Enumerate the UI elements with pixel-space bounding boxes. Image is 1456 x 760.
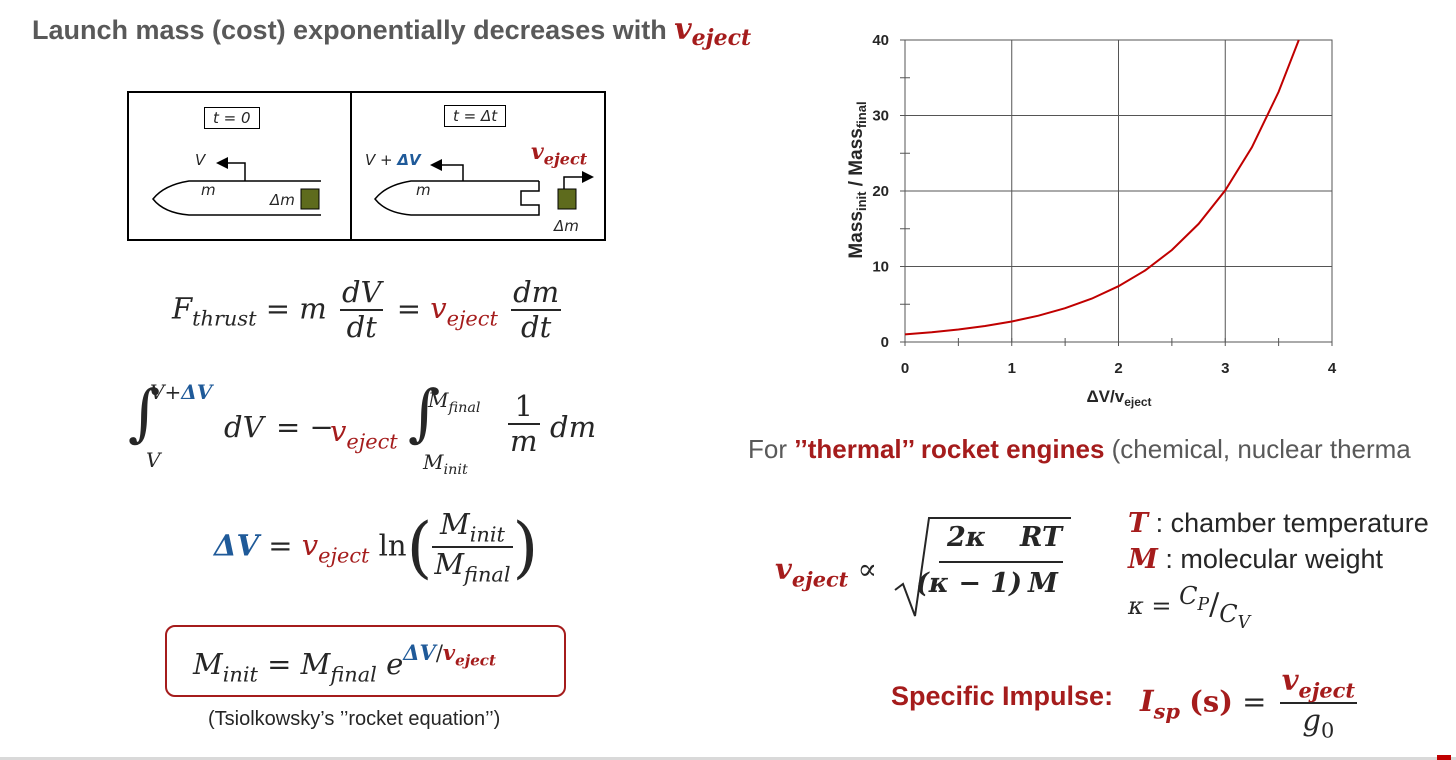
rocket-body-right	[374, 180, 540, 216]
x-tick-label: 0	[901, 360, 909, 377]
v-eject-proportional: veject ∝	[775, 552, 878, 592]
sqrt-numerator-a: 2κ	[947, 522, 987, 553]
sqrt-denominator-b: M	[1028, 568, 1058, 599]
mass-label-left: m	[201, 181, 216, 199]
kappa-definition: κ = CP/CV	[1128, 582, 1251, 634]
sqrt-denominator-a: (κ − 1)	[916, 568, 1022, 599]
velocity-label-right: V + ΔV	[365, 151, 421, 169]
time-label-t0: t = 0	[204, 107, 260, 129]
velocity-label-left: V	[195, 151, 206, 169]
delta-v-equation: ΔV = veject ln(Minit Mfinal)	[214, 507, 539, 587]
dm-label-right: Δm	[554, 217, 579, 235]
eject-label-diagram: veject	[531, 139, 588, 169]
rocket-drawings	[152, 157, 594, 216]
rocket-body-left	[152, 180, 321, 216]
bottom-rule	[0, 757, 1456, 760]
title-text: Launch mass (cost) exponentially decreas…	[32, 15, 667, 45]
rocket-equation: Minit = Mfinal eΔV/veject	[193, 640, 496, 687]
slide-title: Launch mass (cost) exponentially decreas…	[32, 12, 751, 51]
rocket-equation-caption: (Tsiolkowsky’s ’’rocket equation’’)	[208, 708, 501, 730]
time-label-tdt: t = Δt	[444, 105, 507, 127]
y-tick-label: 0	[881, 334, 889, 351]
chart-series	[904, 39, 1300, 336]
sqrt-symbol	[894, 517, 1071, 617]
x-tick-label: 1	[1008, 360, 1016, 377]
thrust-equation: Fthrust = m dV dt = veject dm dt	[172, 275, 562, 345]
mass-label-right: m	[416, 181, 431, 199]
panel-divider	[350, 93, 352, 239]
title-v-eject: veject	[674, 12, 752, 51]
velocity-arrow-left	[216, 157, 246, 181]
specific-impulse-formula: Isp (s) = veject g0	[1140, 663, 1358, 743]
dm-block-left	[300, 188, 320, 210]
rocket-diagram: t = 0 V m Δm t = Δt V + ΔV m Δm veject	[127, 91, 606, 241]
eject-arrow	[563, 171, 594, 189]
y-tick-label: 10	[872, 259, 889, 276]
chart-grid	[900, 39, 1333, 346]
y-tick-label: 40	[872, 32, 889, 49]
legend-temperature: T : chamber temperature	[1128, 508, 1429, 539]
dm-label-left: Δm	[270, 191, 295, 209]
y-tick-label: 20	[872, 183, 889, 200]
series-line	[904, 39, 1300, 336]
specific-impulse-label: Specific Impulse:	[891, 681, 1114, 711]
velocity-arrow-right	[430, 159, 464, 181]
x-tick-label: 3	[1221, 360, 1229, 377]
legend-molecular-weight: M : molecular weight	[1128, 544, 1383, 575]
x-tick-label: 4	[1328, 360, 1337, 377]
y-tick-label: 30	[872, 108, 889, 125]
corner-mark	[1437, 755, 1451, 760]
dm-block-right	[557, 188, 577, 210]
thermal-note: For ’’thermal’’ rocket engines (chemical…	[748, 434, 1411, 464]
sqrt-numerator-b: RT	[1020, 522, 1063, 553]
rocket-equation-box	[165, 625, 566, 697]
y-axis-label: Massinit / Massfinal	[846, 101, 869, 258]
x-tick-label: 2	[1114, 360, 1122, 377]
x-axis-label: ΔV/veject	[1086, 387, 1151, 409]
